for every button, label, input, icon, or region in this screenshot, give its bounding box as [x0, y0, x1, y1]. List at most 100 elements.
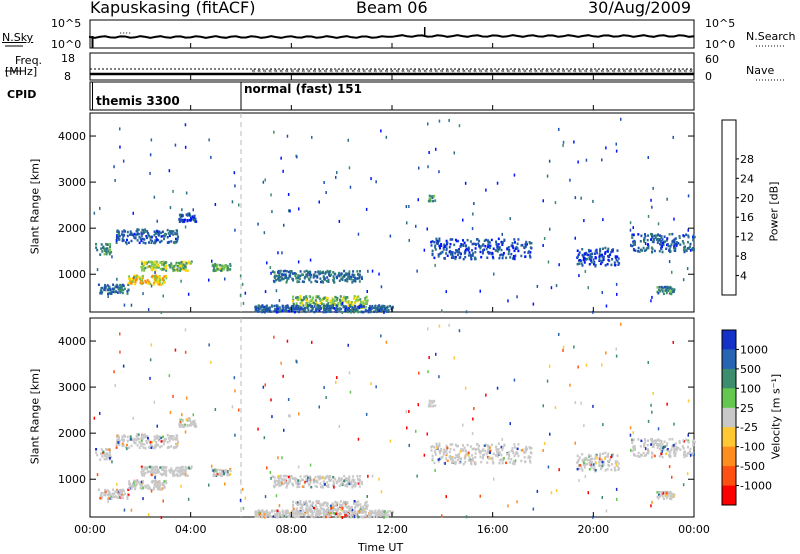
power-cell — [335, 305, 338, 308]
power-cell — [103, 249, 106, 252]
power-cell — [141, 267, 144, 271]
nsearch-top-tick: 10^5 — [705, 17, 736, 30]
nave-marker: « — [545, 67, 549, 75]
velocity-cell — [428, 404, 431, 408]
velocity-colorbar-tick-label: 100 — [740, 382, 761, 395]
velocity-cell — [135, 480, 138, 483]
velocity-cell — [330, 478, 333, 481]
power-cell — [453, 151, 455, 155]
power-cell — [122, 284, 125, 288]
power-cell — [334, 295, 337, 299]
velocity-cell — [344, 503, 347, 506]
power-cell — [105, 250, 108, 253]
velocity-cell — [186, 474, 189, 477]
power-cell — [150, 275, 153, 278]
power-cell — [427, 165, 429, 169]
velocity-cell — [214, 469, 217, 472]
velocity-cell — [286, 339, 289, 343]
power-cell — [146, 279, 149, 282]
power-cell — [457, 249, 460, 252]
power-cell — [666, 197, 668, 201]
power-cell — [100, 247, 103, 250]
velocity-cell — [285, 481, 288, 484]
power-cell — [604, 264, 607, 267]
velocity-cell — [348, 475, 351, 478]
velocity-cell — [143, 443, 146, 446]
power-cell — [669, 250, 672, 253]
power-cell — [115, 290, 118, 293]
power-cell — [127, 288, 130, 292]
velocity-cell — [280, 482, 283, 485]
power-cell — [254, 305, 257, 309]
velocity-cell — [592, 463, 595, 466]
power-cell — [348, 305, 351, 309]
power-cell — [95, 243, 98, 246]
velocity-cell — [693, 440, 696, 444]
velocity-cell — [157, 438, 160, 441]
power-cell — [143, 261, 146, 264]
power-cell — [298, 207, 300, 211]
velocity-cell — [142, 446, 145, 449]
power-cell — [650, 246, 653, 249]
velocity-colorbar-tick-label: 1000 — [740, 343, 768, 356]
power-cell — [281, 308, 284, 311]
velocity-cell — [104, 488, 106, 492]
power-cell — [126, 292, 129, 295]
velocity-colorbar-tick-label: -100 — [740, 441, 765, 454]
velocity-cell — [265, 514, 267, 517]
velocity-cell — [671, 437, 674, 441]
velocity-cell — [434, 468, 436, 472]
power-cell — [211, 259, 213, 263]
velocity-cell — [216, 470, 219, 473]
power-cell — [310, 280, 313, 284]
power-cell — [655, 234, 658, 238]
power-cell — [176, 269, 179, 273]
power-cell — [154, 271, 156, 275]
velocity-cell — [585, 462, 588, 466]
power-cell — [193, 216, 196, 220]
velocity-cell — [507, 457, 510, 461]
velocity-cell — [378, 511, 381, 514]
power-cell — [354, 305, 357, 308]
velocity-cell — [445, 452, 448, 455]
velocity-cell — [105, 457, 108, 461]
power-cell — [679, 243, 682, 246]
velocity-cell — [343, 479, 346, 482]
velocity-cell — [470, 462, 473, 466]
power-cell — [434, 248, 437, 251]
velocity-cell — [323, 512, 325, 516]
velocity-cell — [142, 486, 145, 490]
power-cell — [163, 237, 165, 241]
ytick-label-vel: 3000 — [58, 381, 86, 394]
velocity-cell — [689, 453, 692, 457]
xtick-label: 16:00 — [477, 523, 509, 536]
power-cell — [324, 272, 327, 275]
velocity-cell — [148, 439, 151, 443]
ytick-label-pow: 1000 — [58, 268, 86, 281]
velocity-cell — [665, 452, 668, 455]
power-cell — [581, 264, 584, 267]
velocity-cell — [214, 408, 217, 411]
velocity-cell — [105, 452, 108, 456]
velocity-cell — [278, 504, 281, 508]
power-cell — [184, 269, 187, 272]
velocity-cell — [687, 445, 689, 449]
nave-marker: « — [373, 67, 377, 75]
velocity-cell — [479, 451, 482, 455]
power-cell — [273, 275, 276, 279]
velocity-cell — [501, 446, 504, 449]
velocity-cell — [459, 457, 462, 460]
velocity-cell — [366, 495, 368, 498]
velocity-cell — [348, 482, 351, 486]
velocity-cell — [293, 515, 296, 519]
velocity-cell — [147, 470, 150, 473]
velocity-cell — [582, 463, 585, 467]
velocity-cell — [439, 451, 441, 455]
velocity-cell — [467, 459, 470, 462]
power-cell — [303, 297, 306, 301]
velocity-cell — [140, 439, 143, 442]
power-cell — [126, 238, 128, 242]
power-cell — [258, 309, 261, 312]
xtick-label: 20:00 — [577, 523, 609, 536]
velocity-cell — [666, 442, 669, 445]
